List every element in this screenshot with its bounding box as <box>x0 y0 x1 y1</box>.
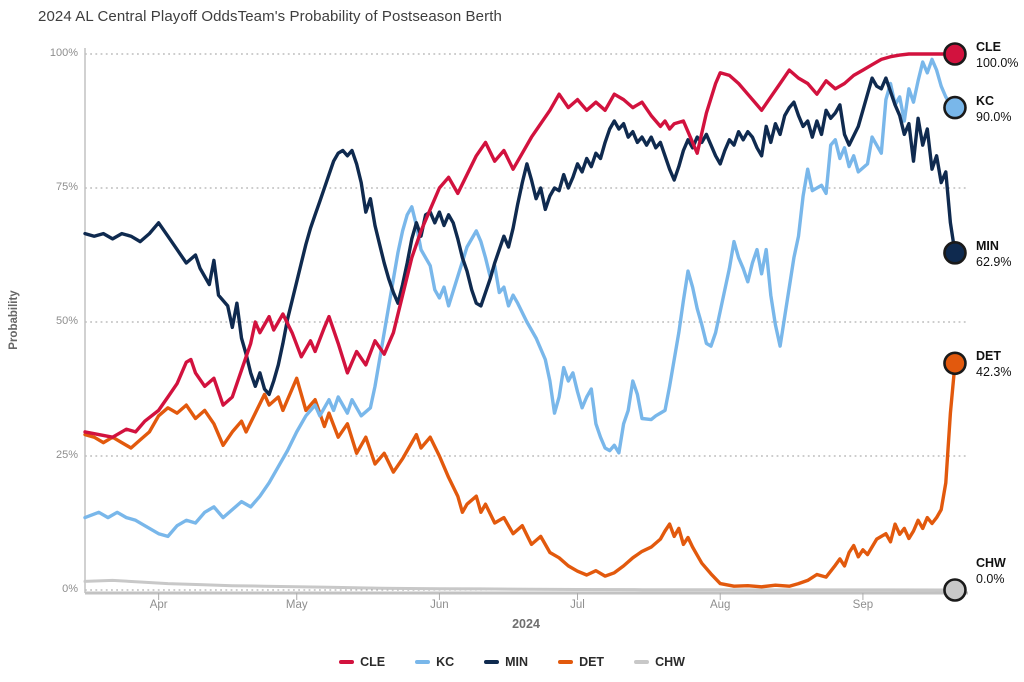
end-label-team-code: CHW <box>976 556 1006 570</box>
legend-label: KC <box>436 655 455 669</box>
x-tick-label-Sep: Sep <box>852 599 874 611</box>
end-label-DET: DET 42.3% <box>976 348 1024 380</box>
legend-item-CLE[interactable]: CLE <box>339 655 385 669</box>
end-label-value: 100.0% <box>976 56 1019 70</box>
end-marker-KC[interactable] <box>943 95 967 120</box>
legend-label: CHW <box>655 655 685 669</box>
legend-label: DET <box>579 655 605 669</box>
end-label-KC: KC 90.0% <box>976 93 1024 125</box>
chart-title: 2024 AL Central Playoff Odds <box>38 8 238 25</box>
end-label-team-code: CLE <box>976 40 1001 54</box>
x-tick-label-Aug: Aug <box>709 599 731 611</box>
y-tick-label-25: 25% <box>55 449 78 461</box>
series-line-CHW <box>83 578 957 592</box>
end-marker-CLE[interactable] <box>943 42 967 66</box>
end-marker-DET[interactable] <box>943 351 967 376</box>
legend-swatch-icon <box>558 659 574 665</box>
y-tick-label-0: 0% <box>62 583 78 595</box>
series-line-DET <box>83 361 957 589</box>
chart-header: 2024 AL Central Playoff OddsTeam's Proba… <box>38 8 502 25</box>
x-tick-label-Jul: Jul <box>570 599 585 611</box>
end-label-team-code: MIN <box>976 238 999 253</box>
x-tick-label-Jun: Jun <box>430 599 449 611</box>
legend-label: MIN <box>505 655 529 669</box>
legend-item-MIN[interactable]: MIN <box>484 655 528 669</box>
end-label-value: 0.0% <box>976 572 1005 586</box>
end-label-CHW: CHW 0.0% <box>976 555 1024 587</box>
series-line-MIN <box>83 76 957 397</box>
end-label-team-code: DET <box>976 349 1001 364</box>
legend-label: CLE <box>360 655 386 669</box>
x-axis-title: 2024 <box>512 617 540 631</box>
legend-item-KC[interactable]: KC <box>415 655 454 669</box>
y-tick-label-50: 50% <box>55 315 78 327</box>
legend-swatch-icon <box>415 659 431 665</box>
y-axis-title: Probability <box>8 290 20 350</box>
legend-swatch-icon <box>634 659 650 665</box>
legend-item-CHW[interactable]: CHW <box>634 655 685 669</box>
end-marker-MIN[interactable] <box>943 241 967 265</box>
series-line-CLE <box>83 52 957 439</box>
legend: CLE KC MIN DET CHW <box>0 655 1024 669</box>
legend-swatch-icon <box>484 659 500 665</box>
end-label-value: 62.9% <box>976 254 1012 269</box>
legend-item-DET[interactable]: DET <box>558 655 604 669</box>
end-label-MIN: MIN 62.9% <box>976 238 1024 270</box>
end-label-team-code: KC <box>976 93 995 108</box>
x-tick-label-Apr: Apr <box>149 599 168 611</box>
chart-subtitle: Team's Probability of Postseason Berth <box>237 8 502 25</box>
series-line-KC <box>83 57 957 539</box>
end-label-CLE: CLE 100.0% <box>976 39 1024 71</box>
y-tick-label-75: 75% <box>55 181 78 193</box>
end-marker-CHW[interactable] <box>943 578 967 602</box>
y-tick-label-100: 100% <box>49 47 78 59</box>
legend-swatch-icon <box>339 659 355 665</box>
end-label-value: 42.3% <box>976 365 1012 380</box>
end-label-value: 90.0% <box>976 109 1012 124</box>
x-tick-label-May: May <box>285 599 308 611</box>
